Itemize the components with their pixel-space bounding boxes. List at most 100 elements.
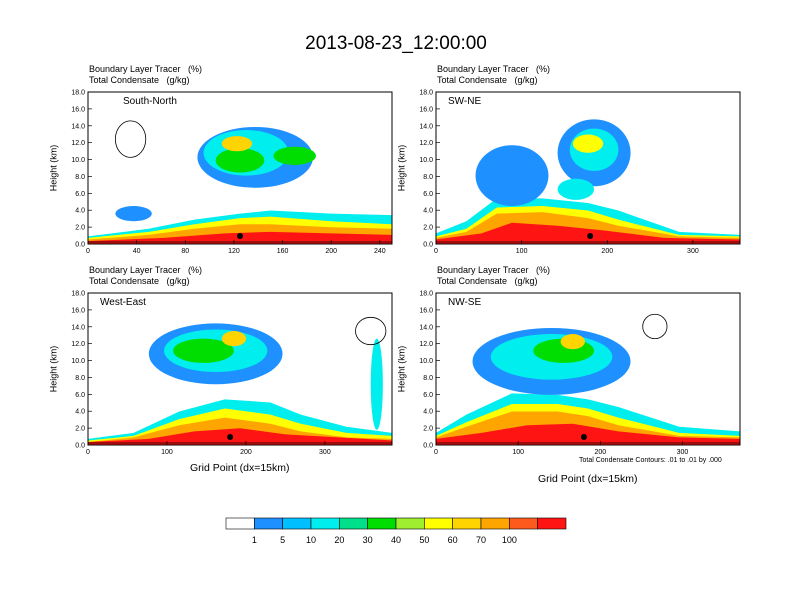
colorbar-swatch — [310, 517, 340, 530]
x-tick-label: 200 — [240, 449, 252, 456]
panel-header-nw-se: Boundary Layer Tracer (%) Total Condensa… — [437, 265, 551, 286]
y-tick-label: 8.0 — [75, 375, 85, 382]
column-east — [370, 338, 383, 430]
panel-nw-se: NW-SE 0.0 2.0 4.0 6.0 8.0 10.0 12.0 14.0 16.0 18.0… — [419, 291, 741, 456]
colorbar-swatch — [395, 517, 425, 530]
x-tick-label: 300 — [319, 449, 331, 456]
y-tick-label: 16.0 — [71, 307, 85, 314]
x-tick-label: 240 — [374, 248, 386, 255]
x-tick-label: 100 — [512, 449, 524, 456]
y-tick-label: 18.0 — [71, 291, 85, 298]
location-marker — [227, 434, 234, 440]
cloud-blue — [475, 145, 549, 207]
x-tick-label: 0 — [86, 449, 90, 456]
y-tick-label: 2.0 — [423, 426, 433, 433]
panel-annotation: South-North — [123, 96, 177, 107]
colorbar-swatch — [339, 517, 368, 530]
x-tick-label: 200 — [601, 248, 613, 255]
colorbar-swatch — [367, 517, 397, 530]
x-tick-label: 120 — [228, 248, 240, 255]
plot-frame — [87, 292, 393, 446]
panel-annotation: SW-NE — [448, 96, 481, 107]
x-tick-label: 0 — [434, 449, 438, 456]
colorbar-swatch — [480, 517, 510, 530]
panel-annotation: NW-SE — [448, 297, 481, 308]
y-tick-label: 10.0 — [419, 157, 433, 164]
y-tick-label: 18.0 — [419, 291, 433, 298]
y-tick-label: 2.0 — [75, 225, 85, 232]
y-tick-label: 4.0 — [423, 409, 433, 416]
x-tick-label: 100 — [516, 248, 528, 255]
y-tick-label: 6.0 — [75, 191, 85, 198]
condensate-contour — [642, 313, 668, 339]
x-tick-label: 40 — [133, 248, 141, 255]
pbl-red — [88, 428, 392, 445]
colorbar-swatch — [282, 517, 312, 530]
panel-fill — [436, 119, 740, 244]
x-tick-label: 0 — [86, 248, 90, 255]
y-tick-label: 0.0 — [423, 242, 433, 249]
plot-frame — [435, 91, 741, 245]
y-tick-label: 14.0 — [71, 123, 85, 130]
y-tick-label: 12.0 — [419, 341, 433, 348]
y-tick-label: 18.0 — [71, 90, 85, 97]
colorbar-swatch — [254, 517, 283, 530]
location-marker — [587, 233, 594, 239]
x-tick-label: 300 — [687, 248, 699, 255]
y-tick-label: 14.0 — [71, 324, 85, 331]
panel-header-sw-ne: Boundary Layer Tracer (%) Total Condensa… — [437, 64, 551, 85]
cloud-green — [215, 148, 265, 173]
cloud-core — [572, 134, 604, 153]
colorbar-swatch — [509, 517, 538, 530]
colorbar-label: 10 — [306, 535, 316, 545]
condensate-contour — [355, 316, 387, 346]
y-tick-label: 16.0 — [419, 106, 433, 113]
y-tick-label: 10.0 — [419, 358, 433, 365]
y-tick-label: 18.0 — [419, 90, 433, 97]
location-marker — [237, 233, 243, 239]
y-tick-label: 10.0 — [71, 157, 85, 164]
y-tick-label: 10.0 — [71, 358, 85, 365]
y-tick-label: 14.0 — [419, 123, 433, 130]
y-tick-label: 0.0 — [423, 443, 433, 450]
cloud-core — [560, 334, 585, 350]
colorbar-label: 50 — [419, 535, 429, 545]
colorbar-label: 60 — [448, 535, 458, 545]
x-tick-label: 80 — [181, 248, 189, 255]
low-cloud — [115, 206, 152, 222]
y-tick-label: 12.0 — [71, 140, 85, 147]
panel-header-west-east: Boundary Layer Tracer (%) Total Condensa… — [89, 265, 203, 286]
y-tick-label: 8.0 — [423, 174, 433, 181]
panel-west-east: West-East 0.0 2.0 4.0 6.0 8.0 10.0 12.0 14.0 16.0… — [71, 291, 393, 456]
panel-fill — [436, 313, 740, 445]
y-tick-label: 8.0 — [75, 174, 85, 181]
colorbar-label: 20 — [334, 535, 344, 545]
x-tick-label: 300 — [677, 449, 689, 456]
colorbar-label: 70 — [476, 535, 486, 545]
pbl-red — [436, 423, 740, 445]
location-marker — [580, 434, 587, 440]
cloud-green — [173, 338, 234, 363]
cloud-green-2 — [273, 146, 316, 165]
x-tick-label: 200 — [594, 449, 606, 456]
y-tick-label: 12.0 — [419, 140, 433, 147]
y-tick-label: 0.0 — [75, 242, 85, 249]
x-tick-label: 0 — [434, 248, 438, 255]
colorbar-swatch — [537, 517, 567, 530]
y-tick-label: 6.0 — [423, 191, 433, 198]
pbl-red — [436, 222, 740, 244]
y-tick-label: 8.0 — [423, 375, 433, 382]
y-tick-label: 12.0 — [71, 341, 85, 348]
panel-south-north: South-North 0.0 2.0 4.0 6.0 8.0 10.0 12.0 14.0 16… — [71, 90, 393, 255]
y-tick-label: 14.0 — [419, 324, 433, 331]
cloud-core — [221, 331, 247, 347]
cloud-core — [221, 136, 253, 152]
panel-fill — [88, 316, 392, 445]
x-axis-label-west-east: Grid Point (dx=15km) — [190, 462, 290, 474]
contour-footnote: Total Condensate Contours: .01 to .01 by… — [579, 457, 722, 464]
y-tick-label: 2.0 — [75, 426, 85, 433]
panel-header-south-north: Boundary Layer Tracer (%) Total Condensa… — [89, 64, 203, 85]
y-tick-label: 16.0 — [419, 307, 433, 314]
colorbar-label: 5 — [280, 535, 285, 545]
